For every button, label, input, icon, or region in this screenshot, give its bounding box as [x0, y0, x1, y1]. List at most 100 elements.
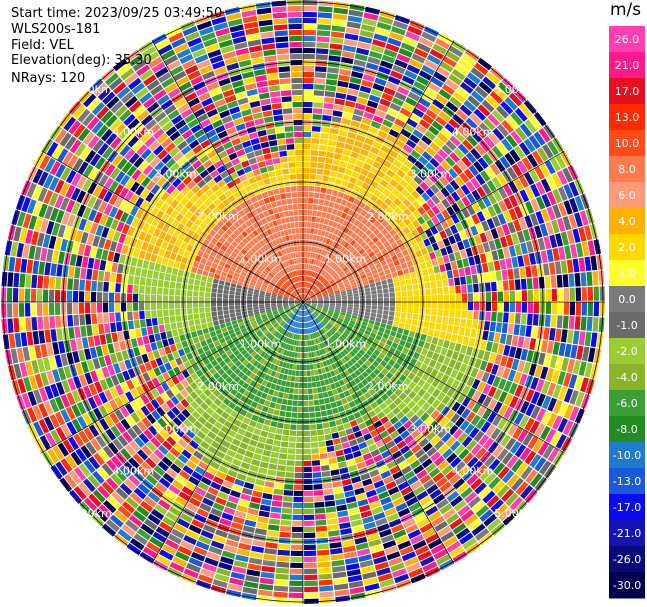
gate [233, 368, 241, 375]
gate [283, 298, 289, 301]
gate [337, 461, 348, 469]
gate [212, 320, 219, 326]
gate [303, 131, 312, 138]
gate [488, 476, 501, 490]
gate [360, 274, 367, 280]
gate [149, 453, 161, 465]
gate [160, 403, 171, 413]
gate [362, 478, 373, 487]
gate [73, 278, 80, 291]
gate [109, 312, 116, 323]
gate [304, 295, 309, 300]
gate [495, 322, 503, 333]
gate [285, 472, 295, 478]
gate [321, 386, 327, 393]
gate [101, 481, 115, 495]
gate [514, 279, 521, 290]
gate [384, 232, 392, 240]
gate [362, 264, 369, 271]
gate [344, 100, 356, 108]
gate [352, 145, 362, 154]
gate [370, 429, 380, 438]
gate [281, 507, 293, 514]
gate [273, 331, 279, 337]
gate [291, 412, 298, 418]
gate [551, 173, 563, 188]
gate [482, 330, 489, 341]
gate [464, 365, 474, 376]
gate [345, 563, 360, 571]
gate [185, 332, 192, 340]
gate [192, 336, 200, 344]
gate [165, 489, 178, 501]
gate [303, 149, 311, 156]
gate [320, 270, 326, 276]
gate [136, 336, 144, 347]
gate [347, 335, 354, 341]
gate [580, 272, 587, 287]
gate [346, 458, 356, 467]
gate [327, 312, 333, 317]
gate [487, 261, 495, 272]
gate [273, 409, 280, 416]
gate [13, 272, 20, 288]
gate [413, 307, 419, 314]
gate [414, 584, 431, 595]
gate [180, 540, 195, 551]
gate [455, 222, 464, 232]
gate [276, 299, 283, 301]
gate [197, 460, 209, 471]
gate [501, 488, 515, 503]
gate [326, 285, 332, 290]
gate [299, 376, 303, 383]
gate [501, 451, 514, 465]
gate [256, 318, 262, 323]
gate [346, 244, 353, 251]
gate [238, 467, 249, 476]
gate [381, 92, 394, 102]
gate [503, 197, 513, 210]
gate [331, 263, 337, 269]
gate [443, 172, 454, 183]
gate [363, 244, 370, 251]
gate [120, 448, 132, 460]
gate [319, 591, 334, 598]
gate [318, 398, 325, 405]
gate [280, 312, 286, 317]
gate [260, 571, 275, 579]
gate [175, 308, 181, 316]
gate [38, 261, 46, 275]
gate [341, 295, 347, 298]
gate [413, 8, 430, 20]
gate [348, 195, 356, 203]
gate [208, 393, 217, 402]
gate [346, 374, 354, 382]
gate [365, 367, 373, 375]
gate [296, 358, 301, 365]
gate [289, 299, 295, 301]
gate [322, 224, 328, 231]
gate [295, 321, 298, 328]
gate [574, 316, 581, 330]
gate [246, 299, 253, 302]
gate [310, 430, 318, 436]
gate [263, 353, 269, 360]
gate [551, 219, 560, 234]
gate [449, 135, 461, 147]
gate [445, 101, 459, 113]
gate [353, 184, 361, 193]
gate [325, 403, 332, 410]
gate [317, 297, 323, 300]
gate [394, 139, 405, 149]
gate [581, 287, 588, 301]
gate [340, 527, 353, 536]
gate [501, 138, 513, 152]
gate [437, 338, 445, 347]
gate [323, 102, 334, 110]
gate [210, 302, 217, 307]
gate [431, 205, 441, 215]
gate [361, 225, 369, 233]
gate [308, 328, 312, 334]
gate [258, 398, 266, 405]
gate [316, 211, 322, 217]
